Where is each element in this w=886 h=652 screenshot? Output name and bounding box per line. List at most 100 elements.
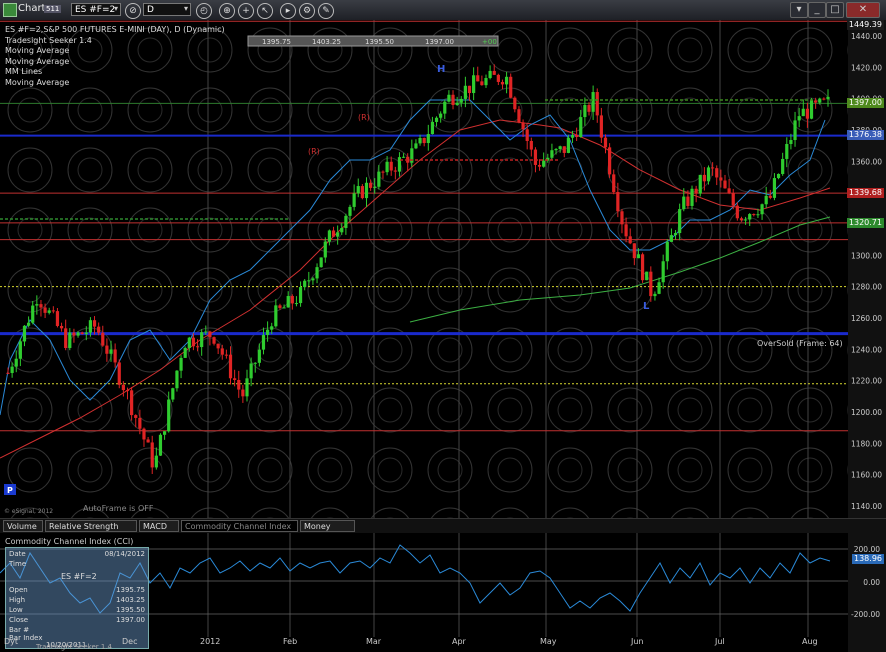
paint-marker-box[interactable] [4, 484, 16, 495]
price-chart[interactable]: 1395.75 1403.25 1395.50 1397.00 +00 H L … [0, 20, 886, 518]
candle-body [364, 182, 369, 199]
study-label-1: Tradesight Seeker 1.4 [5, 35, 92, 45]
zoom-icon[interactable]: ⊕ [219, 3, 235, 19]
menu-button[interactable]: ▾ [790, 2, 808, 18]
tab-macd[interactable]: MACD [139, 520, 179, 532]
crosshair-icon[interactable]: + [238, 3, 254, 19]
candle-body [624, 224, 628, 237]
info-label-bar-index: Bar Index [9, 634, 43, 642]
candle-body [331, 230, 336, 237]
info-label-time: Time [9, 560, 27, 568]
high-marker: H [437, 64, 445, 75]
draw-tool-icon[interactable]: ✎ [318, 3, 334, 19]
candle-body [340, 227, 344, 233]
settings-icon[interactable]: ⚙ [299, 3, 315, 19]
candle-body [603, 137, 608, 148]
candle-body [10, 366, 14, 374]
x-axis-label: Dec [122, 637, 138, 646]
candle-body [377, 171, 381, 187]
candle-body [344, 215, 348, 228]
candle-body [249, 363, 253, 379]
tab-money-flow[interactable]: Money Flow [300, 520, 355, 543]
candle-body [434, 117, 439, 122]
candle-body [554, 148, 558, 151]
candle-body [529, 140, 533, 150]
cci-panel[interactable] [0, 533, 886, 652]
candle-body [776, 173, 781, 179]
maximize-button[interactable]: □ [826, 2, 844, 18]
interval-dropdown-icon[interactable]: ▾ [184, 4, 189, 13]
study-label-4: MM Lines [5, 67, 43, 76]
info-date: 10/20/2011 [46, 641, 87, 649]
minimize-button[interactable]: _ [808, 2, 826, 18]
candle-body [546, 157, 550, 161]
play-icon[interactable]: ▸ [280, 3, 296, 19]
candle-body [439, 113, 443, 118]
candle-body [410, 148, 414, 163]
candle-body [257, 349, 261, 363]
candle-body [739, 218, 744, 221]
candle-body [64, 328, 68, 348]
y-axis-label: 1280.00 [851, 283, 882, 292]
candle-body [797, 116, 801, 121]
y-axis-label: 1240.00 [851, 345, 882, 354]
candle-body [233, 378, 237, 380]
y-axis-label: 1220.00 [851, 377, 882, 386]
candle-body [290, 296, 294, 304]
candle-body [743, 219, 748, 221]
clock-icon[interactable]: ◴ [196, 3, 212, 19]
candle-body [550, 150, 554, 158]
candle-body [587, 105, 591, 112]
candle-body [146, 439, 150, 443]
candle-body [101, 332, 105, 346]
cursor-icon[interactable]: ↖ [257, 3, 273, 19]
candle-body [451, 94, 455, 105]
candle-body [319, 257, 323, 268]
x-axis-prefix: Dyt [4, 637, 19, 646]
y-axis-label: 1260.00 [851, 314, 882, 323]
tab-rsi[interactable]: Relative Strength Index [45, 520, 137, 543]
candle-body [39, 304, 43, 308]
moving-average-green [409, 216, 831, 323]
candle-body [138, 417, 142, 429]
candle-body [826, 96, 830, 100]
candle-body [195, 346, 200, 348]
x-axis-label: 2012 [200, 637, 221, 646]
candle-body [649, 271, 653, 297]
x-axis-label: Feb [283, 637, 298, 646]
candle-body [385, 161, 389, 173]
cci-y-axis[interactable] [848, 533, 886, 652]
candle-body [18, 341, 22, 359]
candle-body [92, 320, 97, 327]
tab-cci[interactable]: Commodity Channel Index (CCI) [181, 520, 298, 543]
link-icon[interactable]: ⊘ [125, 3, 141, 19]
candle-body [200, 332, 204, 348]
candle-body [472, 75, 476, 94]
study-label-5: Moving Average [5, 77, 70, 87]
symbol-dropdown-icon[interactable]: ▾ [114, 4, 119, 13]
candle-body [125, 390, 130, 392]
candle-body [768, 195, 772, 198]
candle-body [142, 428, 146, 440]
candle-body [397, 157, 402, 172]
candle-body [393, 170, 397, 172]
x-axis-label: Jun [631, 637, 644, 646]
symbol-input[interactable]: ES #F=2 [71, 3, 121, 16]
candle-body [175, 370, 179, 389]
candle-body [628, 236, 632, 244]
candle-body [620, 211, 624, 225]
candle-body [72, 332, 76, 336]
murrey-math-grid [0, 20, 848, 518]
candle-body [686, 196, 690, 206]
ohlc-open: 1395.75 [262, 38, 291, 46]
candle-body [167, 399, 171, 432]
candle-body [484, 78, 488, 86]
candle-body [653, 293, 657, 297]
close-button[interactable]: ✕ [846, 2, 880, 18]
tab-volume[interactable]: Volume [3, 520, 43, 532]
candle-body [430, 121, 435, 135]
candle-body [265, 329, 270, 335]
price-tag: 1339.68 [846, 188, 884, 198]
interval-input[interactable]: D [143, 3, 191, 16]
candle-body [558, 146, 562, 149]
